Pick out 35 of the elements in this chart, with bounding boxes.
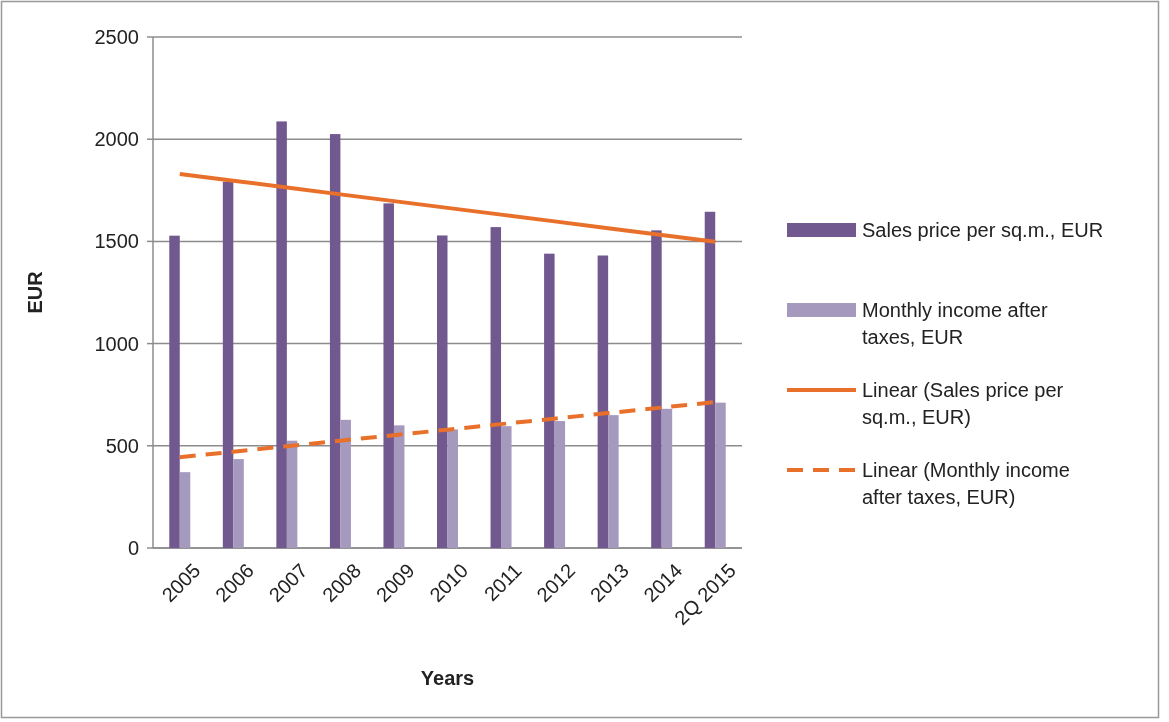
bar <box>393 425 405 548</box>
y-axis-title: EUR <box>24 270 46 314</box>
bar <box>501 426 512 548</box>
bar <box>286 440 298 548</box>
y-tick-label: 2000 <box>94 128 139 151</box>
bar <box>179 472 191 548</box>
y-tick-label: 1500 <box>94 230 139 253</box>
legend-label: Monthly income after taxes, EUR <box>862 299 1048 348</box>
bar <box>222 181 234 548</box>
bar <box>169 235 180 548</box>
x-axis-title: Years <box>420 667 475 689</box>
y-tick-label: 0 <box>127 537 139 559</box>
bar <box>340 419 351 548</box>
y-tick-label: 1000 <box>94 332 139 355</box>
bar <box>447 429 458 548</box>
legend-label: Linear (Monthly income after taxes, EUR) <box>862 459 1070 508</box>
bar <box>329 134 341 548</box>
legend-label: Linear (Sales price per sq.m., EUR) <box>862 379 1064 428</box>
bar <box>554 421 566 548</box>
bar <box>661 408 673 548</box>
bar <box>715 402 726 548</box>
bar <box>437 235 448 548</box>
y-tick-label: 500 <box>105 434 139 457</box>
bar <box>597 255 609 548</box>
bar <box>276 121 287 548</box>
legend-label: Sales price per sq.m., EUR <box>862 219 1104 241</box>
bar <box>544 253 555 548</box>
bar <box>490 227 502 548</box>
line-series <box>177 171 718 244</box>
bar <box>651 230 662 548</box>
bar <box>704 211 716 548</box>
y-tick-label: 2500 <box>94 26 139 48</box>
bar <box>383 203 394 548</box>
bar <box>233 459 244 548</box>
bar <box>608 415 619 548</box>
